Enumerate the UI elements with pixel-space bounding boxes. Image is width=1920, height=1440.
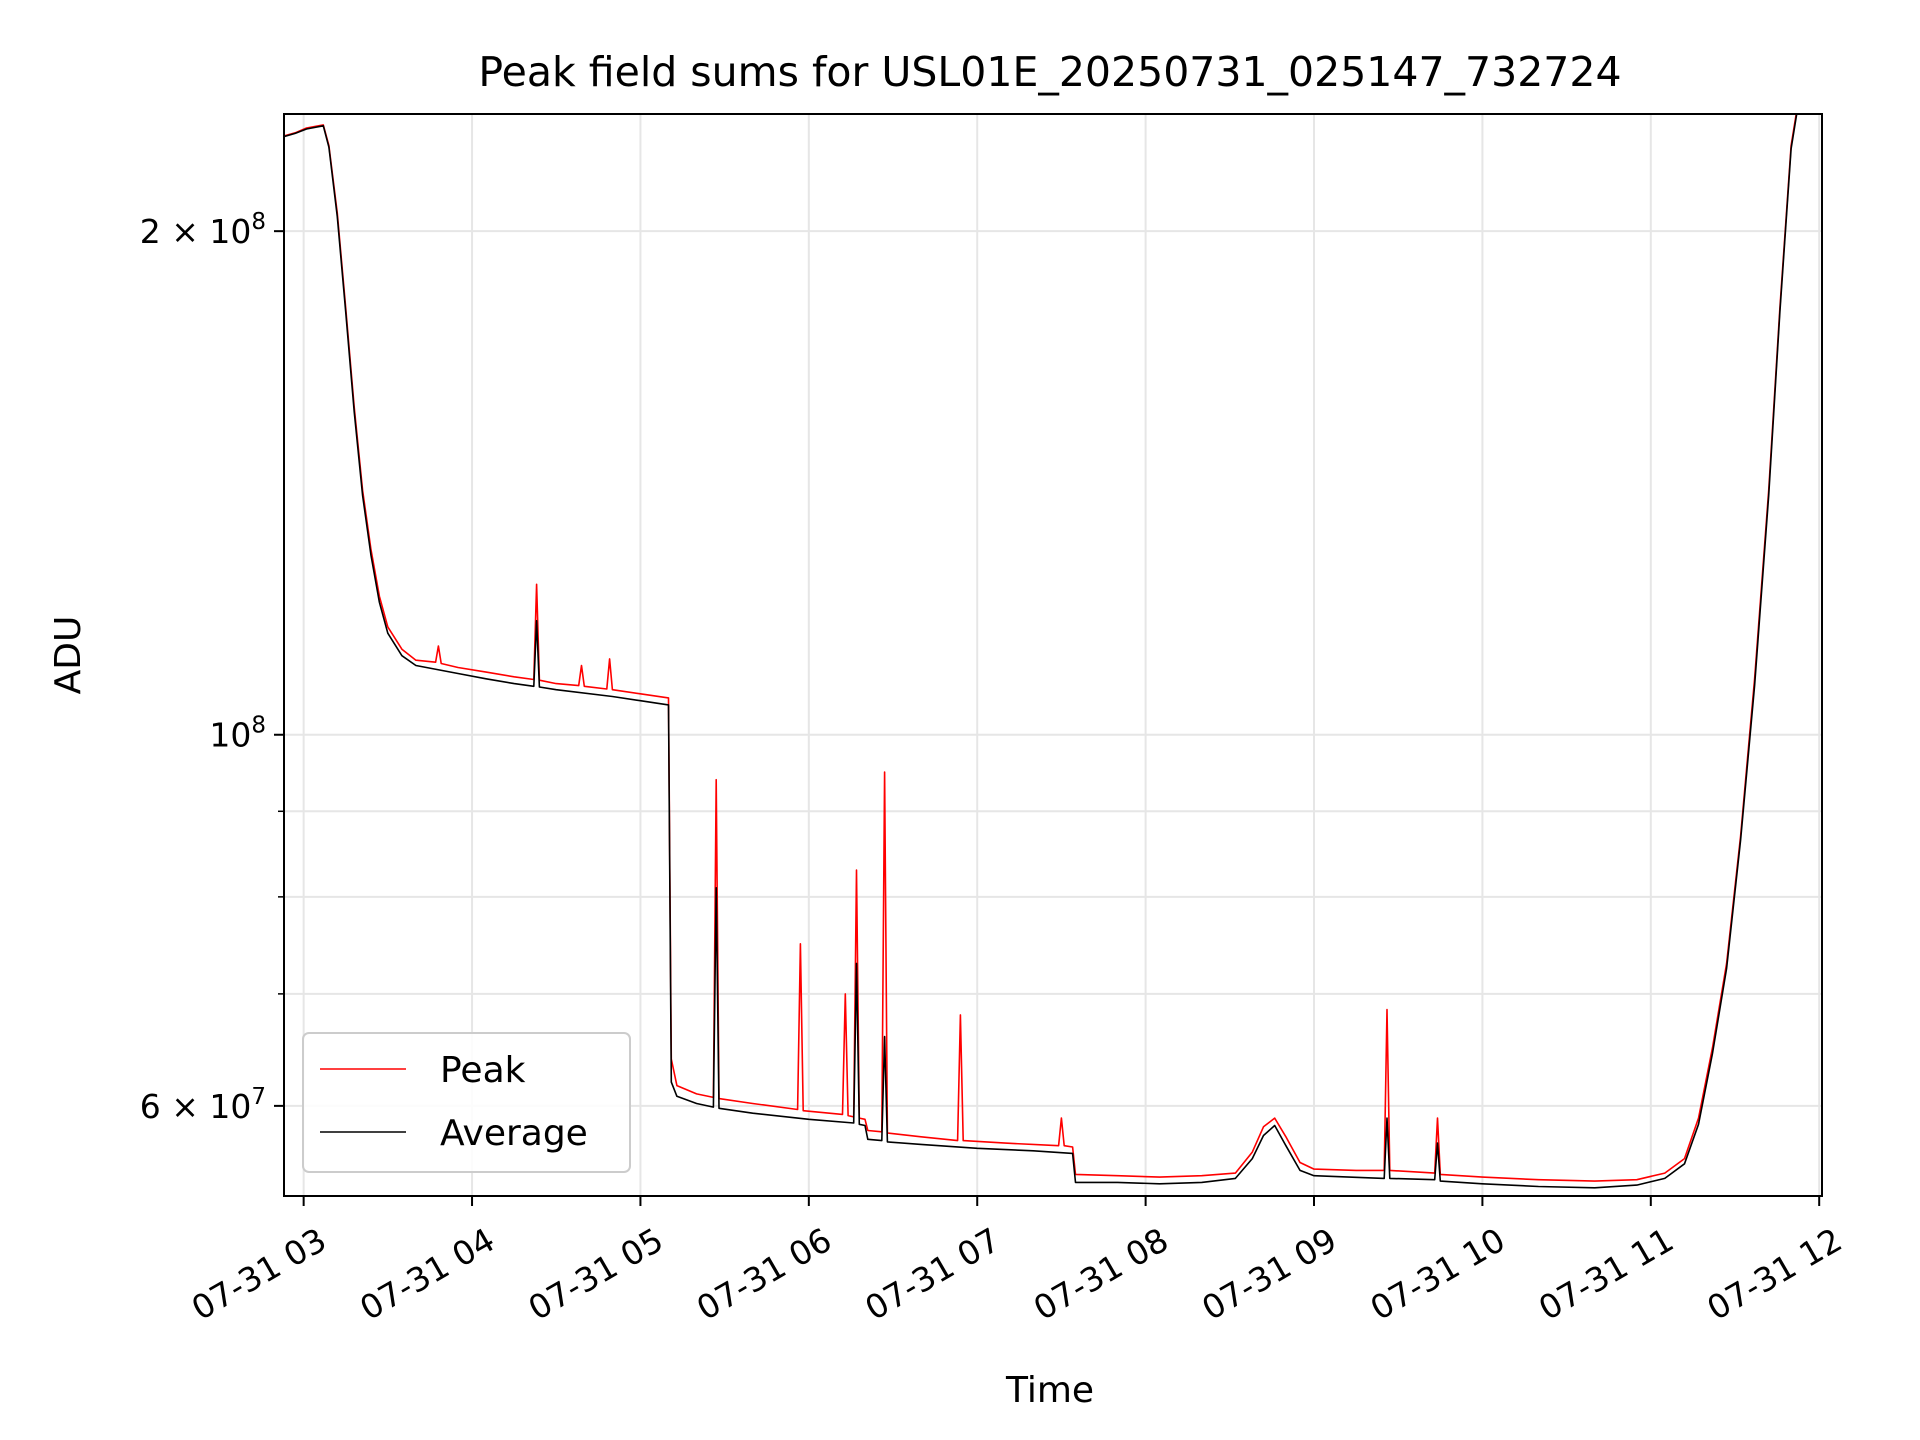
y-axis-label: ADU xyxy=(48,616,89,695)
x-tick-label: 07-31 12 xyxy=(1700,1220,1848,1328)
legend-label-peak: Peak xyxy=(440,1050,526,1091)
chart-title: Peak field sums for USL01E_20250731_0251… xyxy=(478,48,1621,96)
plot-series xyxy=(284,114,1798,1189)
x-tick-label: 07-31 05 xyxy=(522,1220,670,1328)
legend: Peak Average xyxy=(302,1032,631,1173)
legend-label-average: Average xyxy=(440,1113,588,1154)
y-tick-label-exponent: 8 xyxy=(251,713,266,739)
x-tick-label: 07-31 07 xyxy=(858,1220,1006,1328)
x-tick-label: 07-31 09 xyxy=(1195,1220,1343,1328)
x-tick-label: 07-31 04 xyxy=(353,1220,501,1328)
x-tick-label: 07-31 06 xyxy=(690,1220,838,1328)
x-axis: 07-31 03 07-31 04 07-31 05 07-31 06 07-31 07… xyxy=(185,1196,1848,1328)
y-tick-label: 2 × 108 xyxy=(140,209,266,251)
series-line-peak xyxy=(284,114,1798,1182)
x-axis-label: Time xyxy=(1005,1370,1094,1411)
grid-lines xyxy=(284,114,1822,1196)
y-tick-label-base: 2 × 10 xyxy=(140,212,252,251)
y-tick-label: 108 xyxy=(209,713,266,755)
x-tick-label: 07-31 03 xyxy=(185,1220,333,1328)
y-tick-label-exponent: 8 xyxy=(251,209,266,235)
legend-box xyxy=(302,1032,631,1173)
x-tick-label: 07-31 11 xyxy=(1532,1220,1680,1328)
series-line-average xyxy=(284,114,1798,1189)
y-tick-label: 6 × 107 xyxy=(140,1084,266,1126)
y-tick-label-exponent: 7 xyxy=(251,1084,266,1110)
y-tick-label-base: 6 × 10 xyxy=(140,1087,252,1126)
plot-area-frame xyxy=(283,113,1823,1197)
y-tick-label-base: 10 xyxy=(209,716,251,755)
x-tick-label: 07-31 08 xyxy=(1027,1220,1175,1328)
x-tick-label: 07-31 10 xyxy=(1364,1220,1512,1328)
